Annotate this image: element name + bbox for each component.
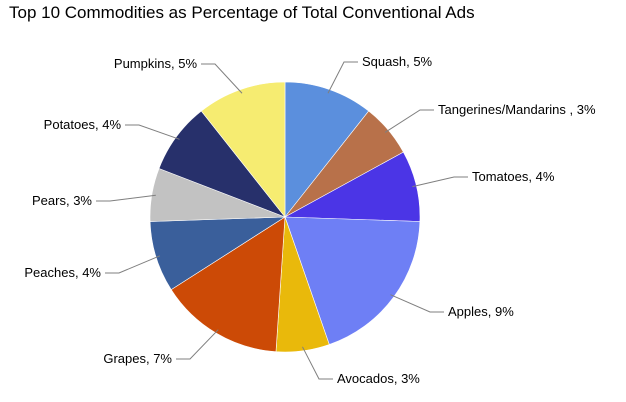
leader-line-tangerines-mandarins [384, 109, 434, 133]
data-label-grapes: Grapes, 7% [103, 351, 172, 366]
pie-slice-grapes [170, 216, 286, 353]
leader-line-potatoes [125, 124, 180, 140]
leader-line-tomatoes [412, 176, 468, 188]
leader-line-avocados [302, 346, 333, 380]
pie-slice-apples [284, 216, 421, 345]
chart-title: Top 10 Commodities as Percentage of Tota… [9, 3, 475, 22]
leader-line-pears [96, 194, 156, 202]
data-label-peaches: Peaches, 4% [24, 265, 101, 280]
data-label-tangerines-mandarins: Tangerines/Mandarins , 3% [438, 102, 596, 117]
leader-line-squash [327, 61, 358, 94]
pie-slice-squash [284, 81, 370, 218]
data-label-avocados: Avocados, 3% [337, 371, 420, 386]
data-label-tomatoes: Tomatoes, 4% [472, 169, 555, 184]
data-label-pumpkins: Pumpkins, 5% [114, 56, 198, 71]
data-label-pears: Pears, 3% [32, 193, 92, 208]
pie-slice-pumpkins [200, 81, 286, 218]
leader-line-peaches [105, 255, 161, 274]
data-label-potatoes: Potatoes, 4% [44, 117, 122, 132]
leader-line-apples [390, 294, 444, 313]
leader-line-grapes [176, 329, 219, 360]
leader-line-pumpkins [201, 63, 243, 94]
data-label-squash: Squash, 5% [362, 54, 433, 69]
data-label-apples: Apples, 9% [448, 304, 514, 319]
